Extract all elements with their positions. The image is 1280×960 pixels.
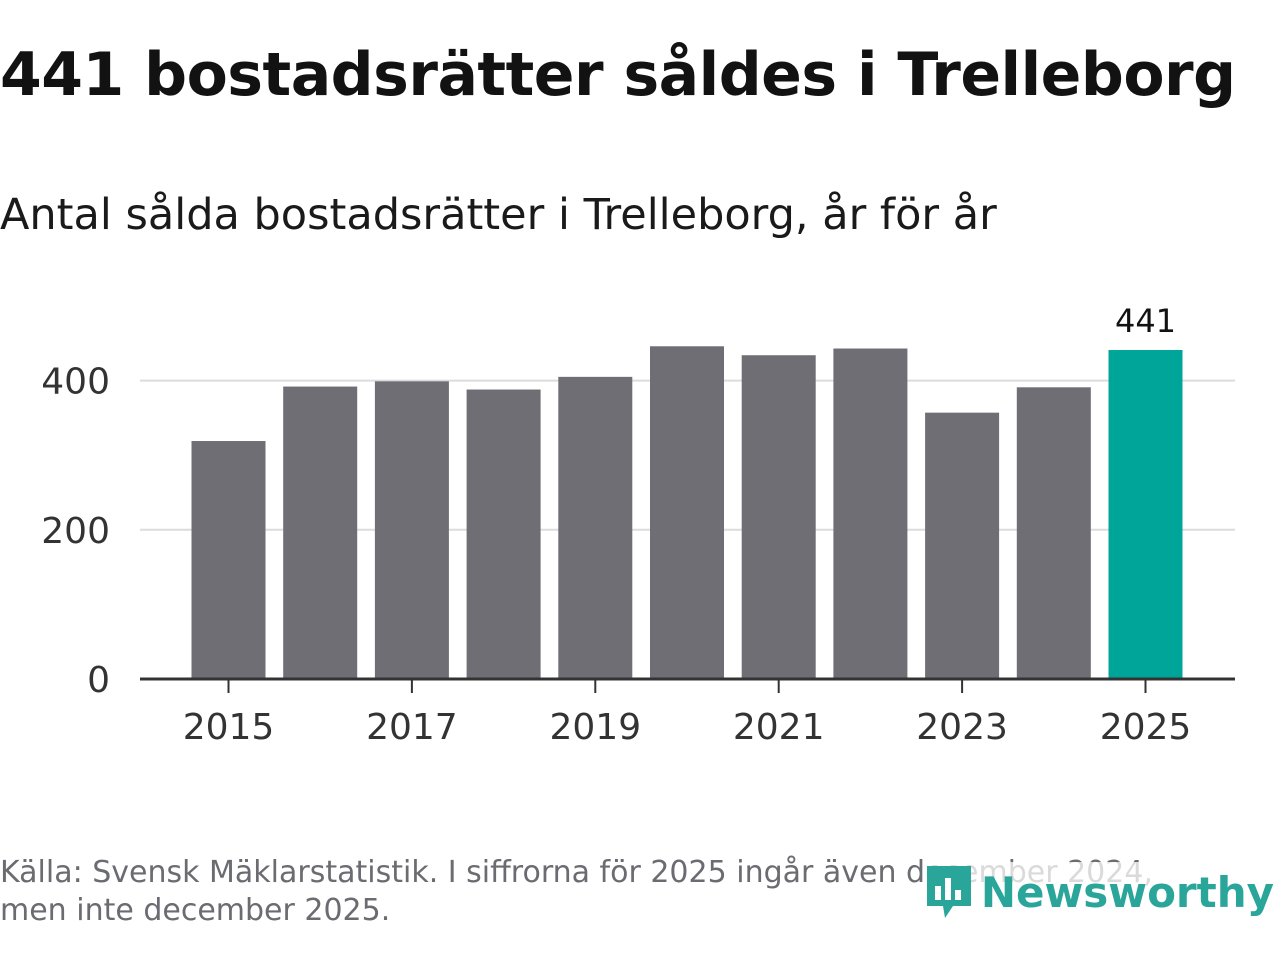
bar	[466, 389, 541, 679]
y-tick-label: 200	[41, 511, 110, 552]
data-label: 441	[1115, 302, 1176, 340]
bar	[1016, 387, 1091, 679]
newsworthy-logo-icon	[926, 866, 971, 918]
x-tick-label: 2017	[366, 707, 458, 748]
x-tick-label: 2019	[549, 707, 641, 748]
y-tick-label: 0	[87, 660, 110, 701]
bar	[558, 376, 633, 679]
source-note-line-2: men inte december 2025.	[0, 893, 391, 928]
y-tick-label: 400	[41, 362, 110, 403]
bar-highlight	[1108, 350, 1183, 679]
bar	[191, 441, 266, 679]
bar	[833, 348, 908, 679]
x-tick-label: 2015	[183, 707, 275, 748]
brand-name: Newsworthy	[980, 867, 1274, 917]
brand-logo: Newsworthy	[922, 862, 1274, 922]
chart-subtitle: Antal sålda bostadsrätter i Trelleborg, …	[0, 190, 997, 240]
bar	[374, 381, 449, 679]
bar	[741, 355, 816, 679]
bar	[650, 346, 724, 679]
bar-chart: 0 200 400 441 2015 2017 2019 2021 2023 2025	[41, 302, 1235, 748]
x-tick-label: 2021	[733, 707, 825, 748]
x-tick-label: 2025	[1100, 707, 1192, 748]
chart-title: 441 bostadsrätter såldes i Trelleborg	[0, 40, 1236, 110]
bar	[925, 412, 1000, 679]
bar	[283, 386, 358, 679]
x-tick-label: 2023	[916, 707, 1008, 748]
